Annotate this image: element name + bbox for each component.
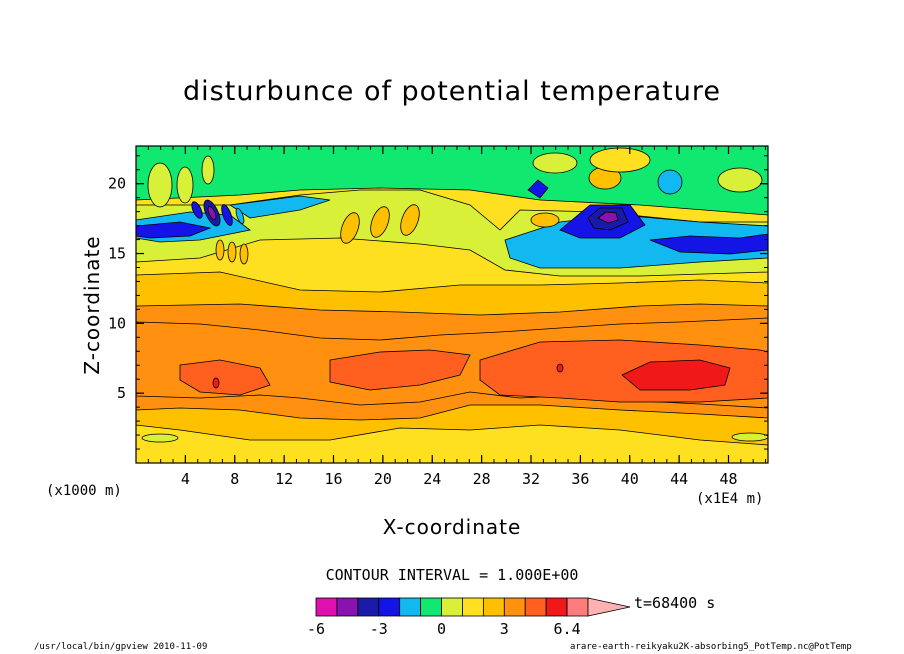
colorbar-swatch — [482, 597, 505, 617]
colorbar-tick-label: -3 — [370, 620, 388, 638]
x-tick-label: 12 — [275, 470, 293, 488]
x-tick-label: 40 — [621, 470, 639, 488]
contour-interval-label: CONTOUR INTERVAL = 1.000E+00 — [325, 566, 579, 584]
footer-left: /usr/local/bin/gpview 2010-11-09 — [34, 642, 208, 652]
colorbar-swatch — [378, 597, 401, 617]
colorbar: -6 -3 0 3 6.4 — [307, 597, 631, 638]
colorbar-swatch — [566, 597, 589, 617]
y-tick-label: 10 — [108, 314, 126, 332]
colorbar-tick-label: -6 — [307, 620, 325, 638]
chart-title: disturbunce of potential temperature — [183, 76, 721, 107]
colorbar-swatch — [503, 597, 526, 617]
x-tick-label: 48 — [719, 470, 737, 488]
x-tick-label: 8 — [230, 470, 239, 488]
x-axis-label: X-coordinate — [382, 515, 522, 539]
x-tick-label: 44 — [670, 470, 688, 488]
colorbar-tick-label: 6.4 — [554, 620, 581, 638]
colorbar-swatch — [336, 597, 359, 617]
colorbar-tick-label: 3 — [500, 620, 509, 638]
x-tick-label: 24 — [423, 470, 441, 488]
footer-right: arare-earth-reikyaku2K-absorbing5_PotTem… — [570, 642, 852, 652]
colorbar-swatch — [399, 597, 422, 617]
y-tick-label: 20 — [108, 175, 126, 193]
plot-frame — [135, 145, 769, 464]
x-tick-label: 28 — [473, 470, 491, 488]
colorbar-extension — [587, 597, 631, 617]
x-axis-unit-label: (x1E4 m) — [696, 491, 764, 507]
y-tick-label: 5 — [117, 384, 126, 402]
colorbar-swatch — [357, 597, 380, 617]
colorbar-swatch — [545, 597, 568, 617]
colorbar-swatch — [441, 597, 463, 617]
colorbar-swatch — [462, 597, 484, 617]
x-tick-label: 20 — [374, 470, 392, 488]
colorbar-swatch — [524, 597, 547, 617]
x-tick-label: 4 — [181, 470, 190, 488]
colorbar-tick-label: 0 — [437, 620, 446, 638]
x-tick-label: 32 — [522, 470, 540, 488]
colorbar-swatch — [420, 597, 442, 617]
y-axis-unit-label: (x1000 m) — [46, 483, 122, 499]
colorbar-swatch — [315, 597, 338, 617]
x-tick-label: 16 — [324, 470, 342, 488]
y-tick-label: 15 — [108, 245, 126, 263]
time-label: t=68400 s — [634, 594, 716, 612]
contour-fill-layer — [136, 146, 768, 463]
x-tick-label: 36 — [571, 470, 589, 488]
